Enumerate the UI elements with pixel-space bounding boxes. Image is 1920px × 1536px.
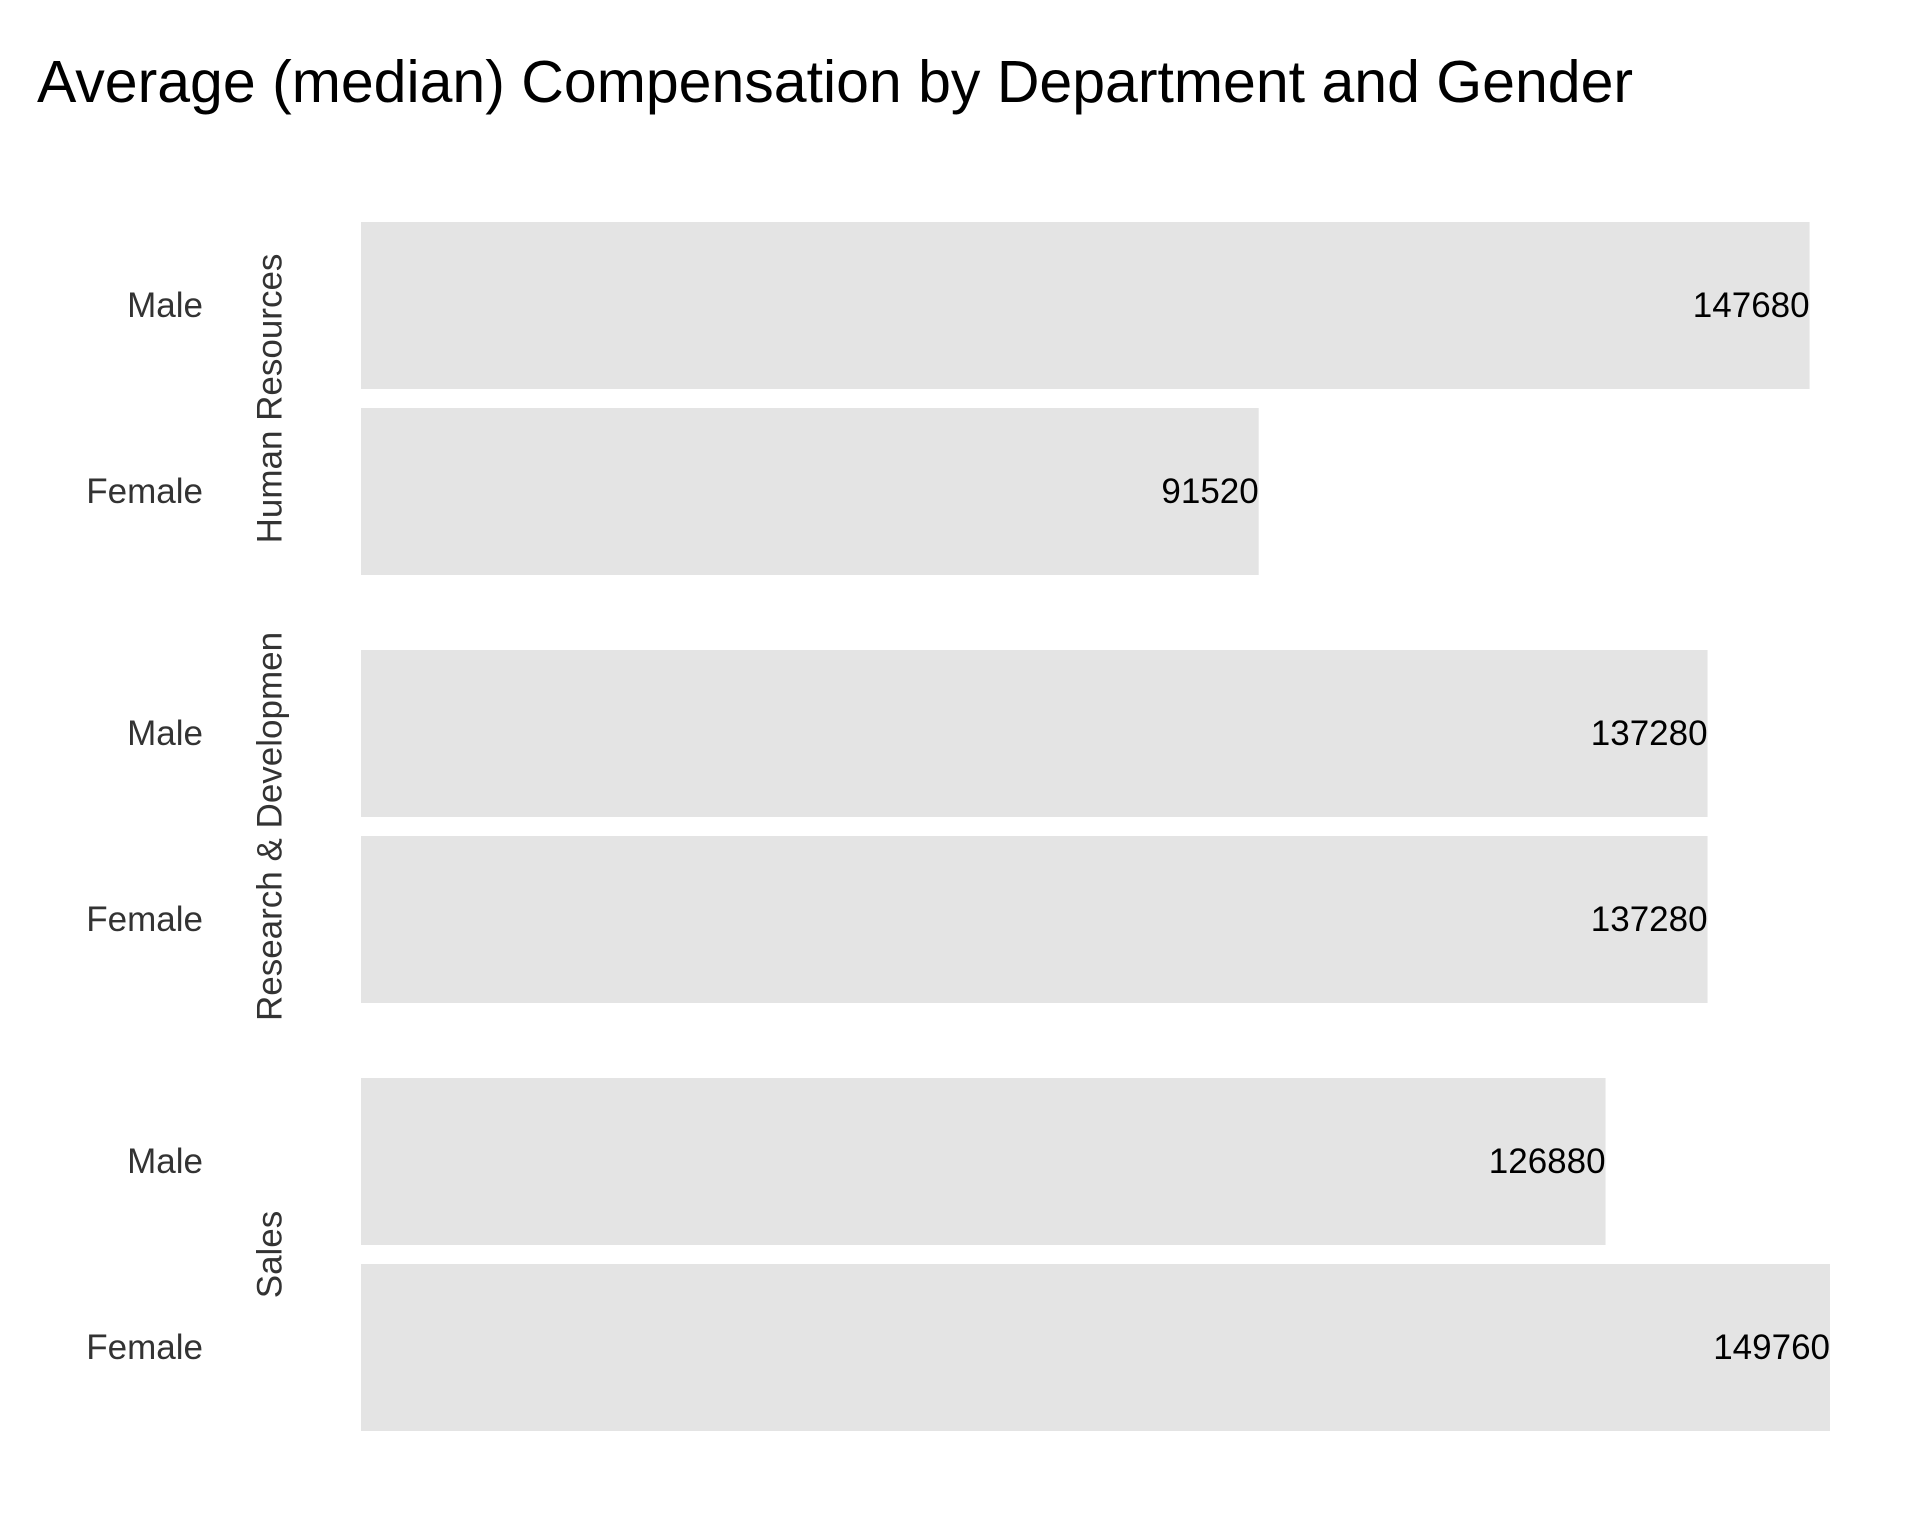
- bar-value-label: 126880: [1489, 1142, 1606, 1181]
- chart-marks: 147680 Male 91520 Female Human Resources 1372…: [86, 222, 1830, 1431]
- bar-0-0: [361, 222, 1810, 389]
- category-label: Female: [86, 1328, 203, 1367]
- category-label: Female: [86, 472, 203, 511]
- bar-0-1: [361, 408, 1259, 575]
- group-label: Research & Developmen: [251, 632, 290, 1021]
- category-label: Male: [127, 286, 203, 325]
- bar-value-label: 91520: [1161, 472, 1258, 511]
- bar-2-0: [361, 1078, 1606, 1245]
- bar-value-label: 149760: [1713, 1328, 1830, 1367]
- category-label: Male: [127, 714, 203, 753]
- bar-2-1: [361, 1264, 1830, 1431]
- chart-title: Average (median) Compensation by Departm…: [37, 49, 1633, 115]
- bar-value-label: 137280: [1591, 900, 1708, 939]
- bar-value-label: 147680: [1693, 286, 1810, 325]
- category-label: Female: [86, 900, 203, 939]
- group-label: Sales: [251, 1211, 290, 1299]
- category-label: Male: [127, 1142, 203, 1181]
- bar-value-label: 137280: [1591, 714, 1708, 753]
- group-label: Human Resources: [251, 254, 290, 544]
- bar-1-1: [361, 836, 1708, 1003]
- bar-1-0: [361, 650, 1708, 817]
